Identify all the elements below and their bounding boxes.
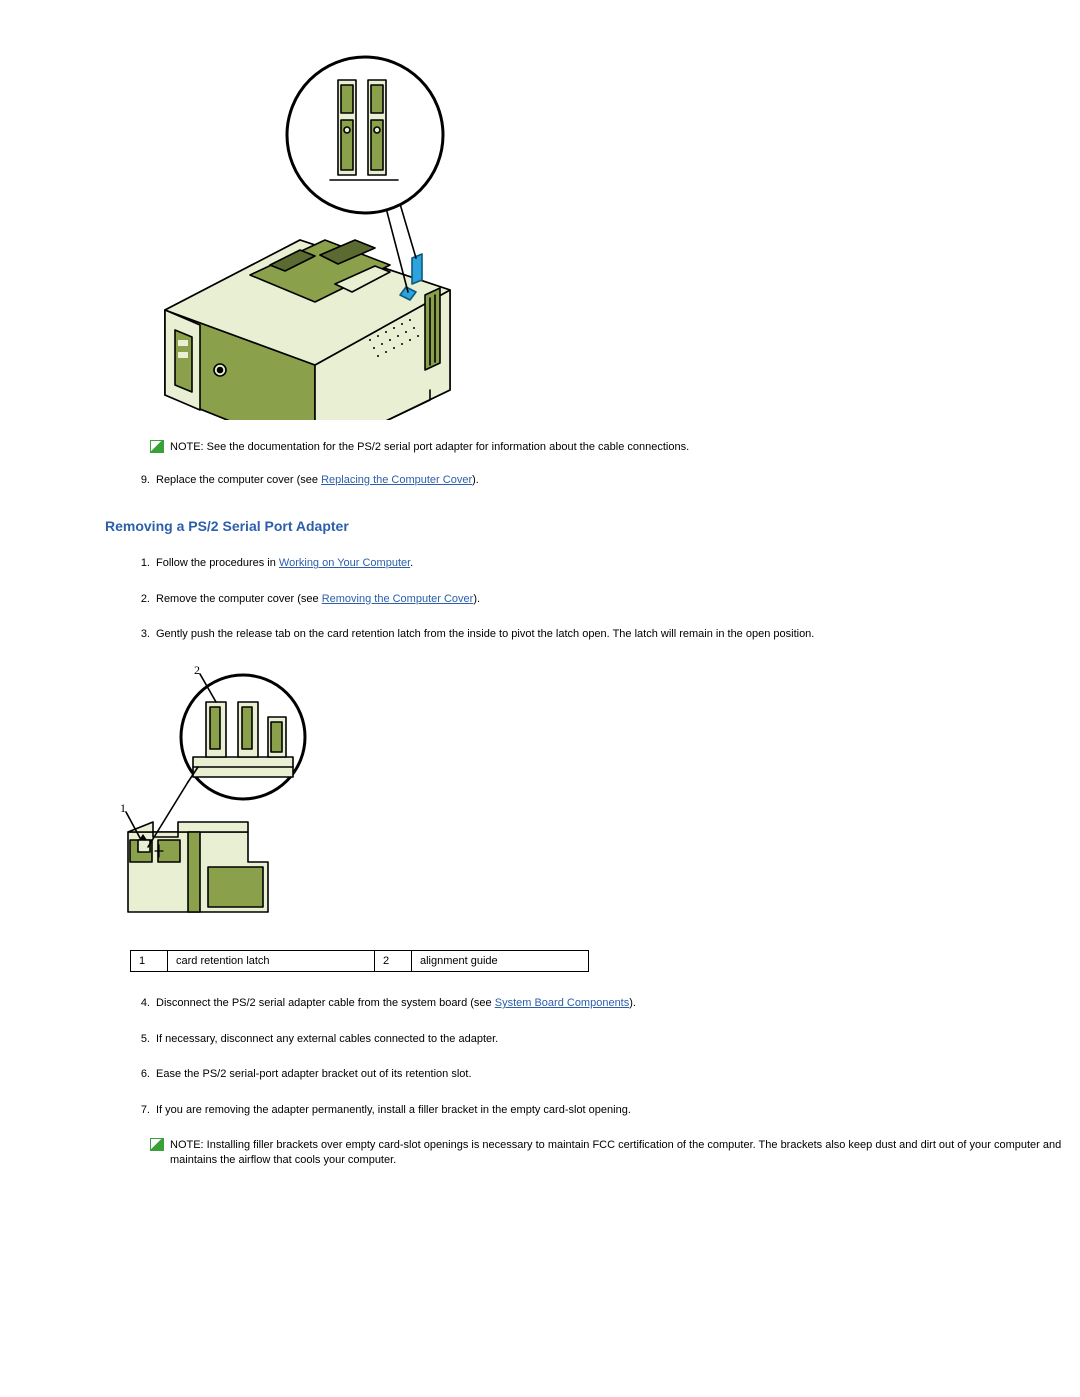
step-number: 5. — [130, 1032, 156, 1047]
step-6: 6. Ease the PS/2 serial-port adapter bra… — [130, 1067, 1040, 1082]
list-continuation: 9. Replace the computer cover (see Repla… — [130, 473, 1040, 488]
link-working-on-computer[interactable]: Working on Your Computer — [279, 557, 410, 569]
step-text: If you are removing the adapter permanen… — [156, 1103, 1040, 1118]
text-before: Replace the computer cover (see — [156, 474, 321, 486]
text-before: Follow the procedures in — [156, 557, 279, 569]
link-removing-cover[interactable]: Removing the Computer Cover — [322, 593, 474, 605]
note-label: NOTE: — [170, 441, 204, 453]
note-label: NOTE: — [170, 1139, 204, 1151]
cell-label-2: alignment guide — [412, 951, 589, 972]
cell-num-2: 2 — [375, 951, 412, 972]
note-body: See the documentation for the PS/2 seria… — [204, 441, 690, 453]
link-replacing-cover[interactable]: Replacing the Computer Cover — [321, 474, 472, 486]
step-text: Remove the computer cover (see Removing … — [156, 592, 1040, 607]
step-text: If necessary, disconnect any external ca… — [156, 1032, 1040, 1047]
callout-1: 1 — [120, 801, 126, 815]
figure-retention-latch: 1 2 — [118, 662, 318, 932]
step-text: Follow the procedures in Working on Your… — [156, 556, 1040, 571]
cell-label-1: card retention latch — [168, 951, 375, 972]
step-1: 1. Follow the procedures in Working on Y… — [130, 556, 1040, 571]
step-text: Ease the PS/2 serial-port adapter bracke… — [156, 1067, 1040, 1082]
note-filler-brackets: NOTE: Installing filler brackets over em… — [150, 1138, 1080, 1168]
cell-num-1: 1 — [131, 951, 168, 972]
step-number: 2. — [130, 592, 156, 607]
text-after: ). — [472, 474, 479, 486]
step-3: 3. Gently push the release tab on the ca… — [130, 627, 1040, 642]
figure-computer-chassis — [130, 40, 470, 420]
step-number: 7. — [130, 1103, 156, 1118]
step-number: 9. — [130, 473, 156, 488]
text-after: ). — [473, 593, 480, 605]
ordered-list-remove: 1. Follow the procedures in Working on Y… — [130, 556, 1040, 642]
step-text: Replace the computer cover (see Replacin… — [156, 473, 1040, 488]
step-text: Gently push the release tab on the card … — [156, 627, 1040, 642]
step-9: 9. Replace the computer cover (see Repla… — [130, 473, 1040, 488]
text-after: . — [410, 557, 413, 569]
document-page: NOTE: See the documentation for the PS/2… — [0, 0, 1080, 1246]
section-heading-removing-ps2: Removing a PS/2 Serial Port Adapter — [105, 518, 1080, 534]
note-cable-connections: NOTE: See the documentation for the PS/2… — [150, 440, 1080, 455]
note-text: NOTE: See the documentation for the PS/2… — [170, 440, 689, 455]
callout-labels-table: 1 card retention latch 2 alignment guide — [130, 950, 589, 972]
note-icon — [150, 440, 164, 453]
step-number: 3. — [130, 627, 156, 642]
ordered-list-remove-cont: 4. Disconnect the PS/2 serial adapter ca… — [130, 996, 1040, 1118]
callout-2: 2 — [194, 663, 200, 677]
step-text: Disconnect the PS/2 serial adapter cable… — [156, 996, 1040, 1011]
step-number: 1. — [130, 556, 156, 571]
step-number: 6. — [130, 1067, 156, 1082]
step-4: 4. Disconnect the PS/2 serial adapter ca… — [130, 996, 1040, 1011]
link-system-board-components[interactable]: System Board Components — [495, 997, 630, 1009]
text-after: ). — [629, 997, 636, 1009]
note-text: NOTE: Installing filler brackets over em… — [170, 1138, 1080, 1168]
note-icon — [150, 1138, 164, 1151]
step-number: 4. — [130, 996, 156, 1011]
step-2: 2. Remove the computer cover (see Removi… — [130, 592, 1040, 607]
text-before: Disconnect the PS/2 serial adapter cable… — [156, 997, 495, 1009]
step-7: 7. If you are removing the adapter perma… — [130, 1103, 1040, 1118]
table-row: 1 card retention latch 2 alignment guide — [131, 951, 589, 972]
text-before: Remove the computer cover (see — [156, 593, 322, 605]
note-body: Installing filler brackets over empty ca… — [170, 1139, 1061, 1166]
step-5: 5. If necessary, disconnect any external… — [130, 1032, 1040, 1047]
